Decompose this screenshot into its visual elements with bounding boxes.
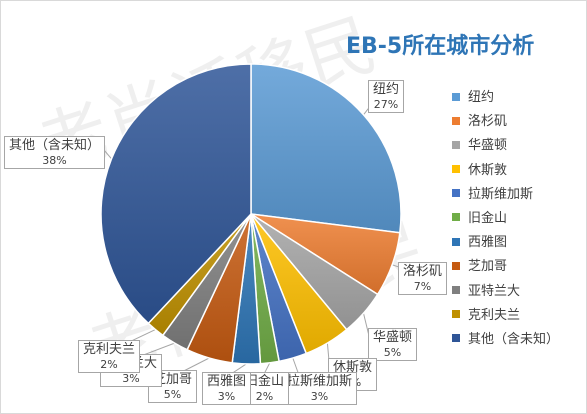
pie-slice-new-york: [250, 63, 402, 234]
legend-swatch: [452, 310, 460, 319]
data-label-name: 芝加哥: [153, 372, 193, 387]
data-label-percent: 27%: [373, 98, 399, 111]
data-label-name: 其他（含未知）: [9, 138, 101, 153]
data-label-name: 克利夫兰: [83, 342, 136, 357]
legend-item-seattle: 西雅图: [452, 231, 559, 255]
data-label-percent: 7%: [413, 280, 432, 293]
legend-label: 旧金山: [468, 210, 508, 226]
legend-swatch: [452, 286, 460, 294]
legend-swatch: [452, 165, 460, 174]
legend-item-las-vegas: 拉斯维加斯: [452, 183, 559, 207]
data-label-name: 纽约: [373, 82, 400, 97]
legend-label: 拉斯维加斯: [468, 186, 534, 202]
data-label-los-angeles: 洛杉矶 7%: [398, 262, 448, 295]
legend-item-washington: 华盛顿: [452, 134, 559, 158]
legend-item-new-york: 纽约: [452, 86, 559, 110]
data-label-name: 拉斯维加斯: [287, 374, 353, 389]
legend-label: 休斯敦: [468, 162, 508, 178]
data-label-percent: 5%: [383, 346, 402, 359]
legend-item-cleveland: 克利夫兰: [452, 304, 559, 328]
data-label-percent: 2%: [255, 390, 274, 403]
legend-item-other: 其他（含未知）: [452, 328, 559, 352]
legend-item-houston: 休斯敦: [452, 159, 559, 183]
pie-slices: [100, 63, 402, 365]
legend-swatch: [452, 116, 460, 125]
legend-swatch: [452, 92, 460, 101]
data-label-other: 其他（含未知） 38%: [4, 136, 106, 169]
legend-swatch: [452, 237, 460, 246]
pie-slice-other: [100, 63, 252, 325]
leader-line-other: [103, 149, 112, 160]
legend: 纽约 洛杉矶 华盛顿 休斯敦 拉斯维加斯 旧金山 西雅图 芝加哥 亚特兰大 克利…: [452, 86, 559, 352]
legend-swatch: [452, 213, 460, 222]
data-label-seattle: 西雅图 3%: [202, 372, 252, 405]
legend-label: 洛杉矶: [468, 114, 508, 130]
legend-item-atlanta: 亚特兰大: [452, 280, 559, 304]
data-label-new-york: 纽约 27%: [368, 80, 405, 113]
legend-label: 亚特兰大: [468, 283, 521, 299]
legend-swatch: [452, 189, 460, 198]
data-label-percent: 5%: [163, 388, 182, 401]
legend-swatch: [452, 140, 460, 149]
data-label-percent: 3%: [122, 372, 140, 385]
legend-label: 其他（含未知）: [468, 331, 560, 347]
chart-title: EB-5所在城市分析: [346, 34, 535, 59]
legend-item-los-angeles: 洛杉矶: [452, 110, 559, 134]
data-label-washington: 华盛顿 5%: [368, 328, 418, 361]
data-label-percent: 3%: [217, 390, 236, 403]
data-label-percent: 2%: [100, 358, 118, 371]
data-label-name: 华盛顿: [373, 330, 413, 345]
data-label-percent: 38%: [42, 154, 67, 167]
legend-label: 芝加哥: [468, 259, 508, 275]
data-label-name: 旧金山: [245, 374, 285, 389]
legend-label: 西雅图: [468, 235, 508, 251]
legend-label: 纽约: [468, 90, 495, 105]
data-label-las-vegas: 拉斯维加斯 3%: [282, 372, 358, 405]
legend-swatch: [452, 334, 460, 343]
data-label-name: 洛杉矶: [403, 264, 443, 279]
legend-item-san-francisco: 旧金山: [452, 207, 559, 231]
legend-label: 克利夫兰: [468, 307, 521, 323]
legend-item-chicago: 芝加哥: [452, 255, 559, 279]
data-label-name: 西雅图: [207, 374, 247, 389]
data-label-percent: 3%: [310, 390, 329, 403]
data-label-cleveland: 克利夫兰 2%: [78, 340, 141, 373]
legend-label: 华盛顿: [468, 138, 508, 154]
legend-swatch: [452, 261, 460, 270]
data-label-name: 休斯敦: [333, 360, 373, 375]
